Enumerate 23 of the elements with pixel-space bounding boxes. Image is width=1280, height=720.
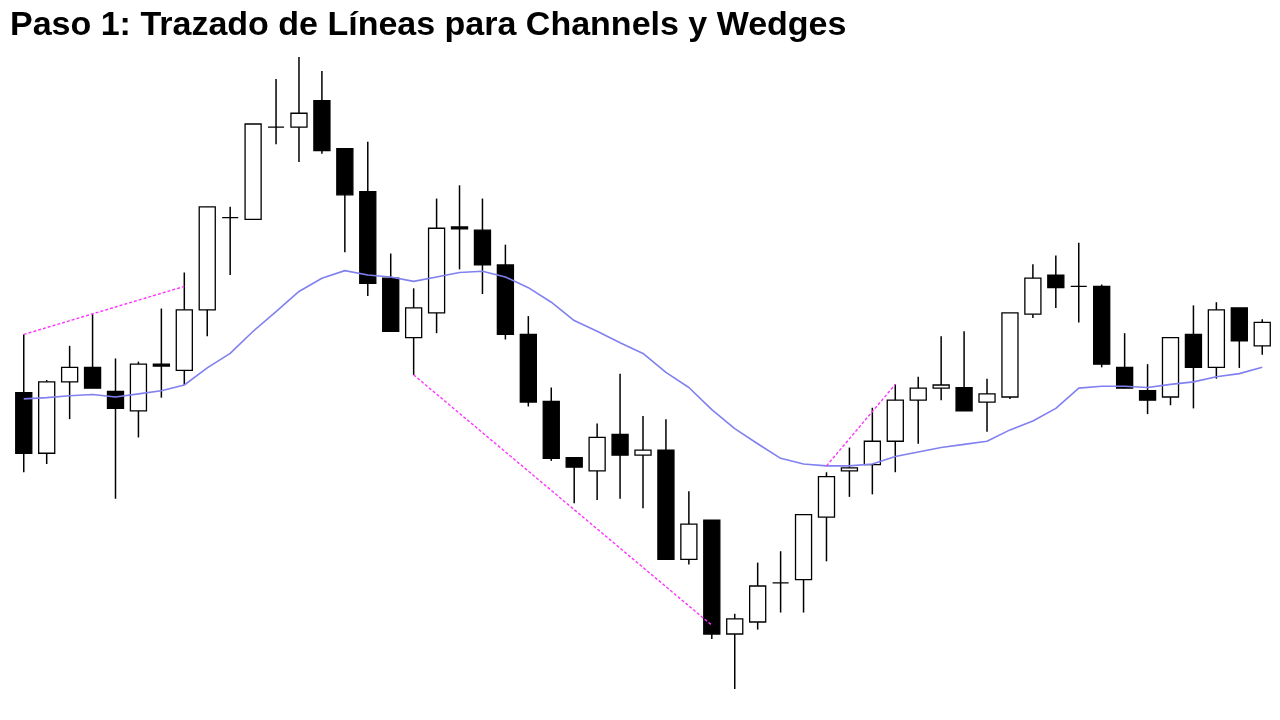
candlestick bbox=[267, 78, 285, 145]
candlestick bbox=[771, 550, 790, 614]
candlestick bbox=[611, 372, 629, 500]
candlestick bbox=[83, 313, 102, 389]
candlestick bbox=[932, 335, 950, 401]
candlestick bbox=[60, 345, 79, 420]
candlestick bbox=[726, 613, 744, 690]
candlestick bbox=[221, 206, 239, 276]
chart-title: Paso 1: Trazado de Líneas para Channels y Wedges bbox=[10, 4, 847, 43]
candlestick bbox=[1115, 332, 1134, 389]
candlestick bbox=[978, 377, 996, 433]
candlestick bbox=[565, 456, 583, 504]
candlestick bbox=[1138, 363, 1157, 415]
candlestick bbox=[1047, 254, 1065, 309]
candlestick bbox=[290, 56, 308, 163]
candlestick bbox=[152, 307, 171, 399]
candlestick bbox=[1253, 318, 1271, 356]
candlestick bbox=[450, 184, 469, 271]
candlestick bbox=[1070, 242, 1088, 324]
candlestick bbox=[909, 376, 927, 445]
candlestick bbox=[634, 415, 652, 509]
candlestick bbox=[840, 446, 859, 498]
candlestick bbox=[955, 330, 973, 412]
